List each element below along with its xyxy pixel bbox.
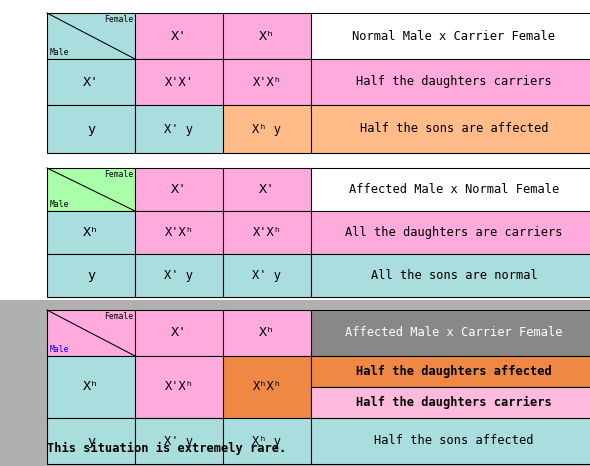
Text: This situation is extremely rare.: This situation is extremely rare. [47,442,286,455]
Bar [135,59,223,105]
Bar [223,310,311,356]
Text: Half the daughters carriers: Half the daughters carriers [356,75,552,89]
Bar [311,356,590,387]
Bar [223,59,311,105]
Bar [135,310,223,356]
Text: X' y: X' y [165,123,194,136]
Text: Half the sons are affected: Half the sons are affected [360,123,548,136]
Bar [47,105,135,153]
Text: Half the daughters affected: Half the daughters affected [356,365,552,378]
Text: Affected Male x Normal Female: Affected Male x Normal Female [349,183,559,196]
Bar [223,13,311,59]
Text: Half the sons affected: Half the sons affected [374,434,534,447]
Text: X': X' [171,29,187,42]
Text: X' y: X' y [165,434,194,447]
Bar [47,418,135,464]
Bar [135,168,223,211]
Bar [47,310,135,356]
Bar [47,211,135,254]
Text: Male: Male [50,200,70,209]
Text: Male: Male [50,48,70,57]
Bar [223,418,311,464]
Text: Xʰ: Xʰ [83,226,99,239]
Bar [0,0,590,300]
Bar [223,168,311,211]
Bar [135,211,223,254]
Text: XʰXʰ: XʰXʰ [253,381,281,393]
Text: Xʰ: Xʰ [83,381,99,393]
Bar [311,168,590,211]
Text: Half the daughters carriers: Half the daughters carriers [356,396,552,409]
Bar [223,356,311,418]
Text: X': X' [171,183,187,196]
Bar [135,356,223,418]
Bar [311,418,590,464]
Text: X'Xʰ: X'Xʰ [165,381,194,393]
Bar [223,211,311,254]
Text: X'Xʰ: X'Xʰ [165,226,194,239]
Text: Xʰ y: Xʰ y [253,123,281,136]
Text: Normal Male x Carrier Female: Normal Male x Carrier Female [352,29,556,42]
Text: y: y [87,434,95,447]
Bar [311,13,590,59]
Text: Affected Male x Carrier Female: Affected Male x Carrier Female [345,327,563,340]
Text: X': X' [259,183,275,196]
Bar [311,387,590,418]
Text: Female: Female [104,15,133,24]
Bar [135,418,223,464]
Bar [223,105,311,153]
Text: Xʰ: Xʰ [259,29,275,42]
Bar [311,310,590,356]
Bar [47,59,135,105]
Bar [311,59,590,105]
Text: y: y [87,269,95,282]
Bar [311,105,590,153]
Bar [47,254,135,297]
Bar [47,168,135,211]
Text: X' y: X' y [165,269,194,282]
Bar [223,254,311,297]
Text: X'Xʰ: X'Xʰ [253,226,281,239]
Bar [311,254,590,297]
Bar [47,13,135,59]
Text: X': X' [83,75,99,89]
Text: Female: Female [104,170,133,179]
Text: X'Xʰ: X'Xʰ [253,75,281,89]
Text: Male: Male [50,345,70,354]
Text: X' y: X' y [253,269,281,282]
Text: All the daughters are carriers: All the daughters are carriers [345,226,563,239]
Bar [311,211,590,254]
Bar [135,13,223,59]
Text: y: y [87,123,95,136]
Text: Xʰ: Xʰ [259,327,275,340]
Text: Xʰ y: Xʰ y [253,434,281,447]
Text: All the sons are normal: All the sons are normal [371,269,537,282]
Bar [135,105,223,153]
Bar [47,356,135,418]
Text: X': X' [171,327,187,340]
Text: X'X': X'X' [165,75,194,89]
Text: Female: Female [104,312,133,321]
Bar [135,254,223,297]
